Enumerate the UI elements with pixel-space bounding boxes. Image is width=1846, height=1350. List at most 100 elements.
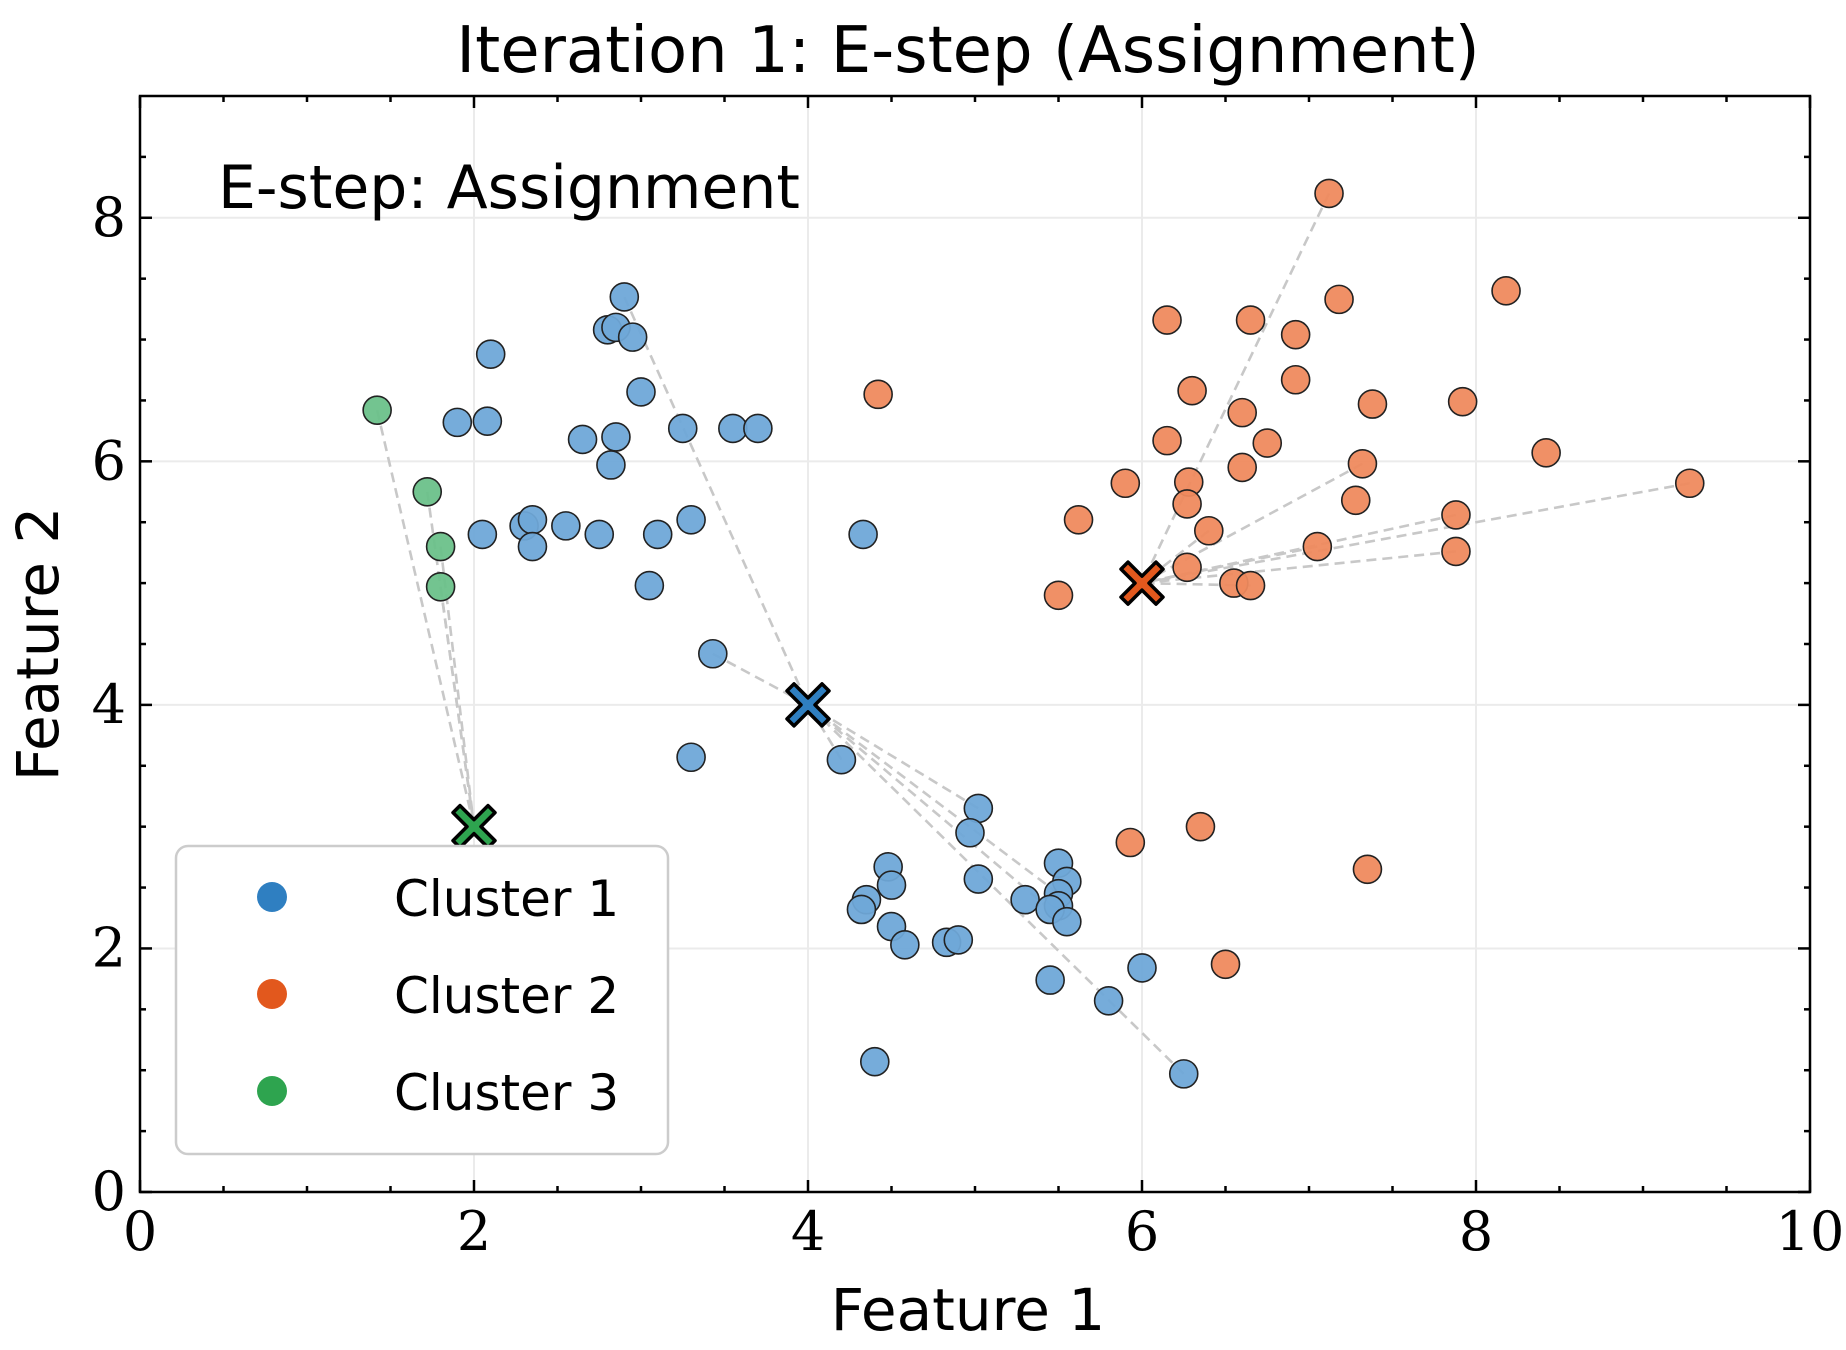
point-cluster-1-34 (890, 929, 920, 960)
point-cluster-2-3 (1235, 305, 1266, 335)
legend-label-cluster-2: Cluster 2 (394, 967, 619, 1025)
legend: Cluster 1 Cluster 2 Cluster 3 (174, 844, 670, 1156)
point-cluster-3-2 (425, 531, 456, 562)
point-cluster-3-1 (412, 476, 443, 507)
point-cluster-2-26 (1441, 536, 1471, 567)
legend-marker-cluster-1 (257, 882, 287, 912)
point-cluster-2-19 (1674, 468, 1705, 499)
point-cluster-1-44 (1052, 906, 1082, 937)
point-cluster-2-23 (1063, 504, 1094, 535)
y-tick-label-0: 0 (92, 1160, 126, 1223)
point-cluster-2-29 (1235, 570, 1266, 601)
point-cluster-1-36 (943, 925, 974, 955)
legend-box (174, 844, 670, 1156)
point-cluster-1-25 (676, 742, 706, 773)
point-cluster-1-47 (1127, 953, 1157, 983)
point-cluster-2-4 (1324, 284, 1354, 315)
point-cluster-2-10 (863, 379, 893, 410)
y-tick-label-2: 4 (92, 673, 126, 736)
point-cluster-2-15 (1347, 448, 1378, 479)
assignment-line-0 (375, 409, 476, 827)
y-tick-label-1: 2 (92, 916, 126, 979)
centroid-cluster-1 (785, 682, 831, 728)
chart-title: Iteration 1: E-step (Assignment) (456, 14, 1480, 88)
x-tick-label-1: 2 (457, 1200, 491, 1263)
x-tick-label-5: 10 (1776, 1200, 1845, 1263)
point-cluster-1-9 (601, 422, 631, 452)
point-cluster-1-24 (698, 638, 728, 669)
point-cluster-2-16 (1227, 452, 1257, 483)
point-cluster-1-12 (743, 413, 773, 444)
point-cluster-2-31 (1185, 811, 1216, 842)
point-cluster-2-20 (1172, 489, 1202, 519)
point-cluster-3-0 (362, 395, 392, 425)
point-cluster-2-32 (1115, 827, 1146, 858)
assignment-line-5 (712, 652, 809, 707)
point-cluster-1-4 (475, 339, 506, 369)
point-cluster-1-16 (517, 504, 548, 535)
point-cluster-2-7 (1280, 364, 1311, 395)
point-cluster-1-21 (517, 531, 548, 562)
x-tick-label-4: 8 (1459, 1200, 1493, 1263)
point-cluster-2-27 (1172, 552, 1202, 583)
point-cluster-2-2 (1152, 305, 1182, 335)
point-cluster-1-46 (1093, 986, 1124, 1016)
point-cluster-1-18 (584, 519, 615, 550)
point-cluster-1-13 (596, 450, 626, 480)
data-points (362, 178, 1705, 1089)
point-cluster-2-22 (1441, 500, 1471, 530)
point-cluster-2-1 (1491, 276, 1521, 306)
x-tick-label-2: 4 (791, 1200, 825, 1263)
point-cluster-1-20 (676, 504, 706, 535)
point-cluster-1-14 (467, 519, 498, 550)
point-cluster-1-17 (551, 511, 581, 541)
point-cluster-2-25 (1302, 531, 1333, 562)
point-cluster-1-19 (642, 519, 673, 550)
point-cluster-1-45 (1035, 965, 1065, 995)
assignment-line-11 (1140, 192, 1331, 584)
point-cluster-3-3 (425, 571, 456, 602)
point-cluster-2-11 (1227, 397, 1257, 428)
point-cluster-1-23 (848, 519, 878, 550)
x-tick-label-3: 6 (1125, 1200, 1159, 1263)
point-cluster-1-5 (626, 377, 656, 407)
legend-label-cluster-1: Cluster 1 (394, 870, 619, 928)
point-cluster-2-0 (1314, 178, 1344, 209)
legend-marker-cluster-2 (257, 979, 287, 1009)
point-cluster-2-14 (1531, 438, 1561, 468)
plot-frame (138, 94, 1812, 1194)
assignment-line-8 (807, 703, 1051, 911)
point-cluster-2-30 (1043, 580, 1074, 611)
y-axis-label: Feature 2 (4, 507, 72, 782)
tick-labels: 0 2 4 6 8 10 0 2 4 6 8 (92, 186, 1845, 1263)
point-cluster-2-13 (1252, 428, 1283, 458)
point-cluster-2-17 (1110, 468, 1141, 499)
legend-marker-cluster-3 (257, 1076, 287, 1106)
point-cluster-2-33 (1352, 854, 1383, 885)
assignment-line-9 (807, 703, 980, 810)
assignment-line-14 (1141, 513, 1457, 585)
point-cluster-1-26 (826, 744, 857, 775)
point-cluster-1-32 (846, 894, 877, 925)
point-cluster-1-11 (718, 413, 748, 444)
assignment-line-7 (807, 703, 1060, 895)
point-cluster-1-7 (472, 406, 503, 436)
point-cluster-2-6 (1177, 375, 1207, 406)
point-cluster-2-9 (1447, 386, 1478, 417)
point-cluster-1-3 (617, 322, 648, 352)
point-cluster-2-34 (1210, 949, 1241, 980)
point-cluster-1-38 (1010, 884, 1040, 915)
point-cluster-1-37 (963, 864, 994, 894)
legend-label-cluster-3: Cluster 3 (394, 1064, 619, 1122)
point-cluster-2-21 (1340, 485, 1371, 516)
assignment-line-13 (1141, 481, 1690, 585)
assignment-line-16 (1141, 545, 1318, 585)
x-axis-label: Feature 1 (831, 1276, 1106, 1344)
centroid-cluster-2 (1119, 560, 1165, 606)
point-cluster-1-8 (567, 424, 598, 455)
point-cluster-1-22 (634, 570, 665, 601)
point-cluster-2-5 (1280, 319, 1311, 350)
point-cluster-1-48 (1168, 1059, 1199, 1089)
x-tick-label-0: 0 (123, 1200, 157, 1263)
